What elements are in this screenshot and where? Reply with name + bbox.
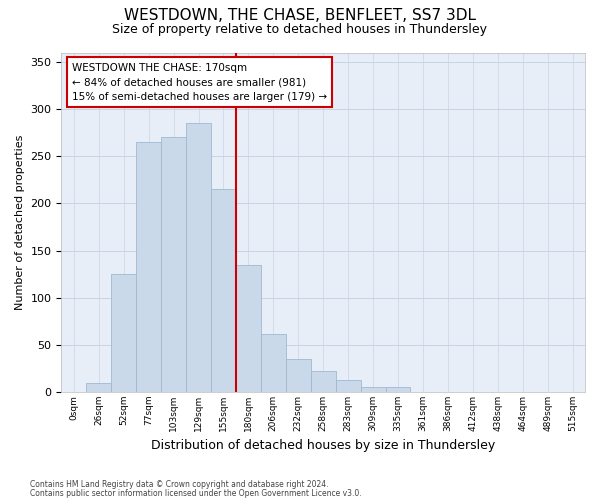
Bar <box>361 388 386 392</box>
Text: Contains HM Land Registry data © Crown copyright and database right 2024.: Contains HM Land Registry data © Crown c… <box>30 480 329 489</box>
Text: WESTDOWN, THE CHASE, BENFLEET, SS7 3DL: WESTDOWN, THE CHASE, BENFLEET, SS7 3DL <box>124 8 476 22</box>
Bar <box>86 382 111 392</box>
Bar <box>386 388 410 392</box>
Text: WESTDOWN THE CHASE: 170sqm
← 84% of detached houses are smaller (981)
15% of sem: WESTDOWN THE CHASE: 170sqm ← 84% of deta… <box>72 62 327 102</box>
Y-axis label: Number of detached properties: Number of detached properties <box>15 134 25 310</box>
Bar <box>211 189 236 392</box>
Text: Size of property relative to detached houses in Thundersley: Size of property relative to detached ho… <box>113 22 487 36</box>
X-axis label: Distribution of detached houses by size in Thundersley: Distribution of detached houses by size … <box>151 440 496 452</box>
Bar <box>261 334 286 392</box>
Bar <box>311 372 335 392</box>
Bar <box>161 138 186 392</box>
Bar <box>236 264 261 392</box>
Bar <box>186 123 211 392</box>
Bar <box>111 274 136 392</box>
Bar <box>286 359 311 392</box>
Text: Contains public sector information licensed under the Open Government Licence v3: Contains public sector information licen… <box>30 489 362 498</box>
Bar <box>136 142 161 392</box>
Bar <box>335 380 361 392</box>
